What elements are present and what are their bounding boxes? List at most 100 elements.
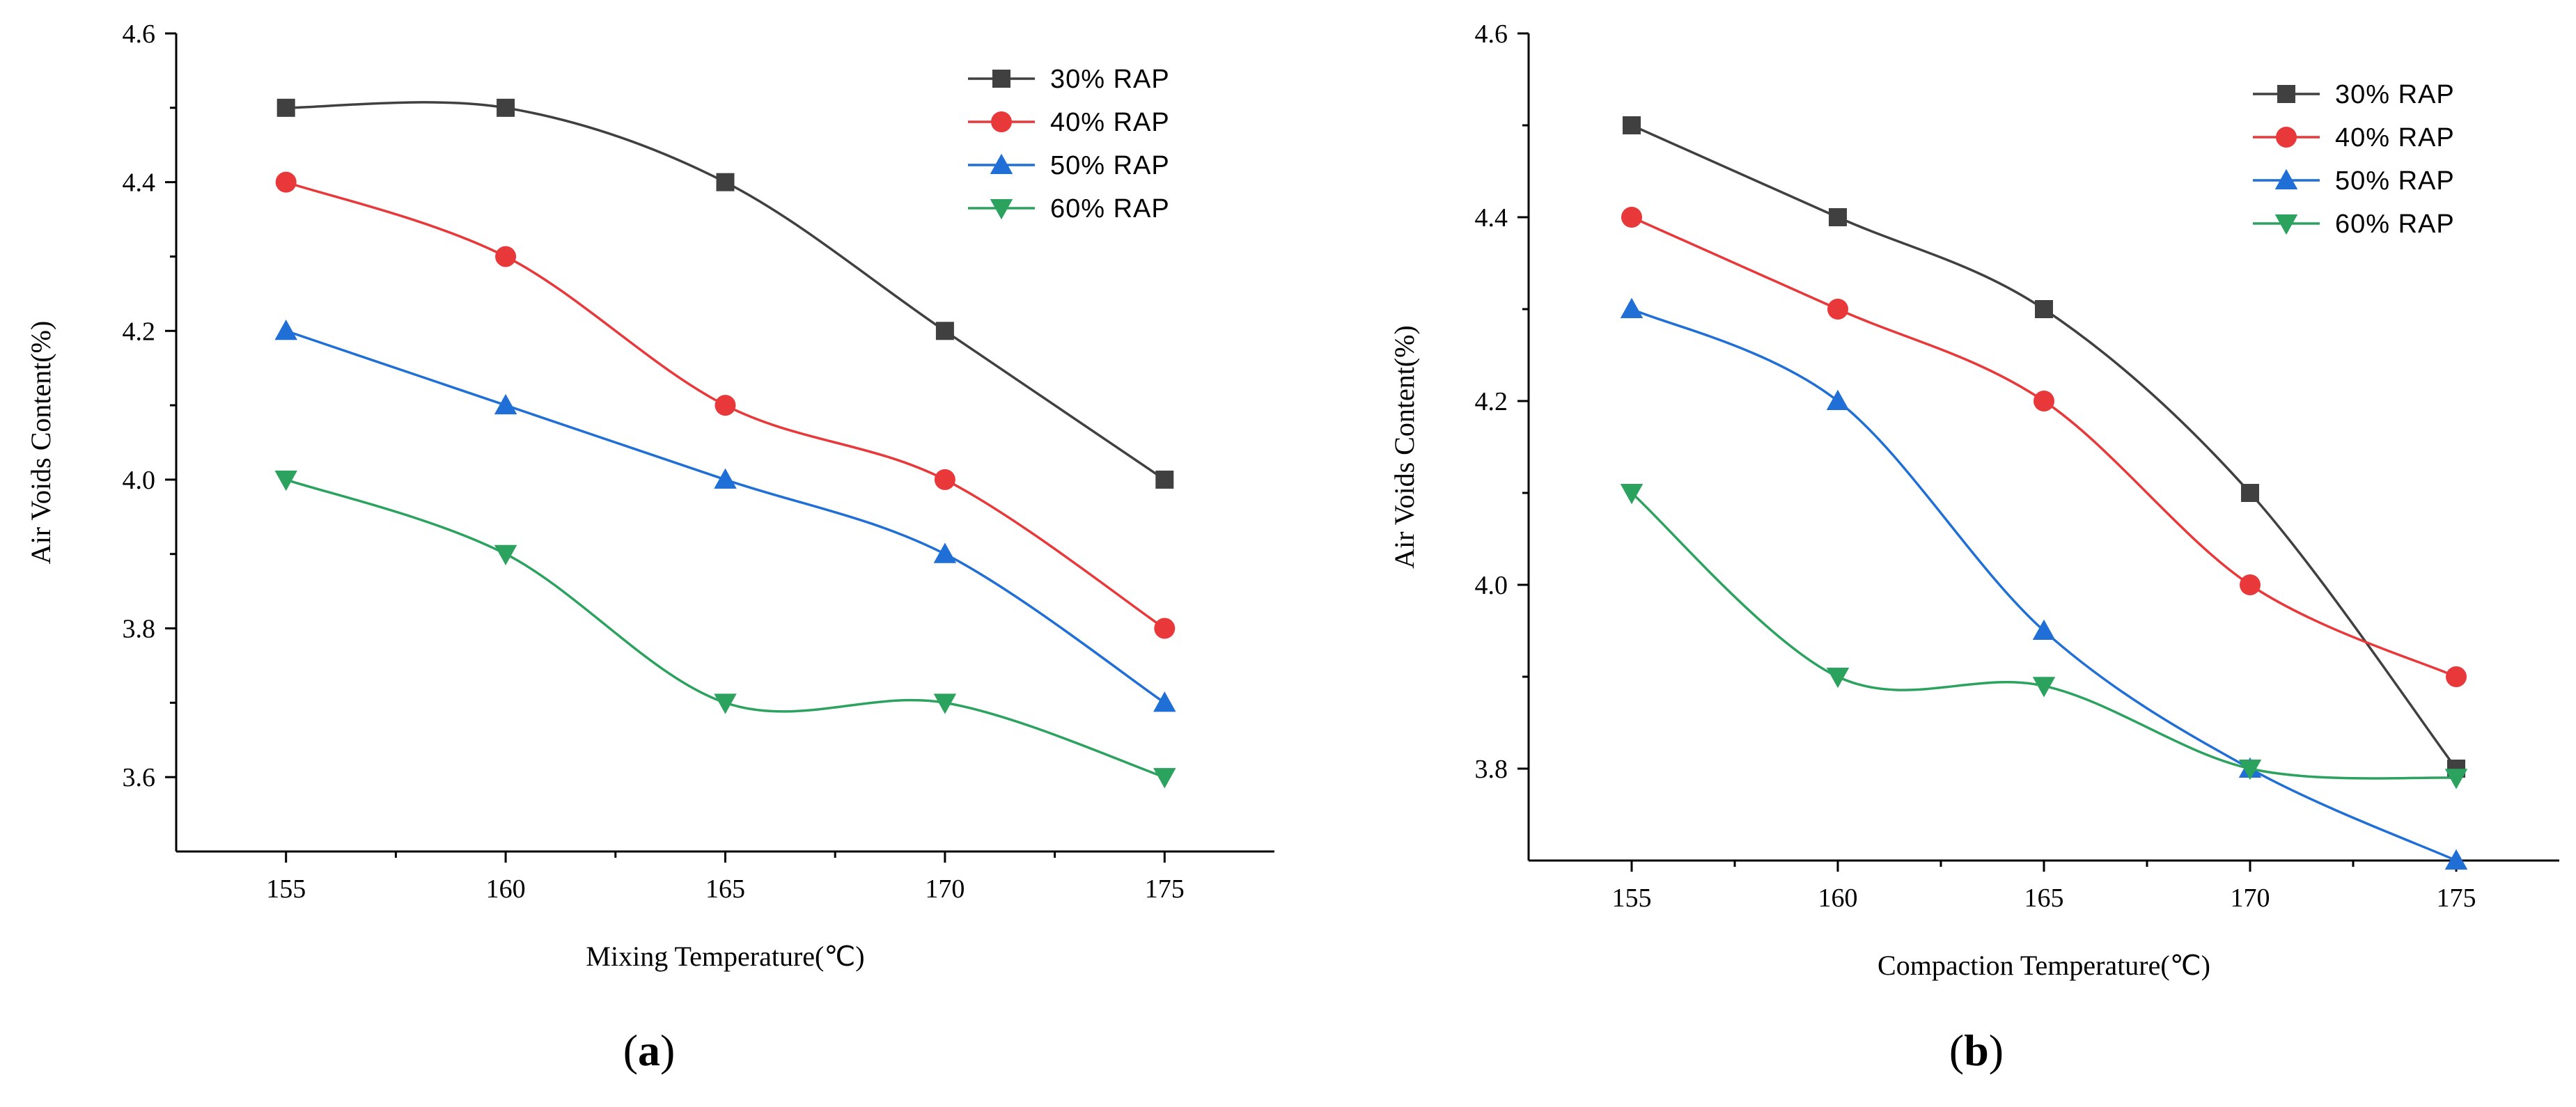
legend-label-50-rap: 50% RAP [1050,151,1170,180]
x-tick-label-160: 160 [486,874,526,904]
y-tick-label-4.0: 4.0 [1475,571,1508,600]
x-tick-label-155: 155 [266,874,306,904]
marker-60-rap-0 [1620,484,1644,505]
legend-label-50-rap: 50% RAP [2335,166,2455,196]
legend-entry-60-rap: 60% RAP [968,194,1170,223]
marker-50-rap-0 [274,320,297,340]
chart-panel-b: 155 160 165 170 175 3.8 4.0 4.2 4.4 4.6 Compaction… [1389,19,2559,1075]
marker-30-rap-3 [2241,484,2259,502]
legend-entry-40-rap: 40% RAP [2253,123,2455,152]
series-line-60-rap [286,478,1165,778]
marker-50-rap-2 [2032,619,2056,640]
series-40-rap [275,171,1176,639]
marker-30-rap-2 [716,173,735,191]
marker-30-rap-4 [1155,470,1174,489]
marker-60-rap-2 [714,693,737,714]
y-tick-label-3.8: 3.8 [1475,755,1508,784]
marker-40-rap-0 [275,171,297,193]
y-tick-label-4.4: 4.4 [1475,203,1508,233]
legend-label-30-rap: 30% RAP [2335,80,2455,109]
series-60-rap [1620,484,2468,790]
marker-30-rap-1 [1829,208,1847,226]
legend-entry-60-rap: 60% RAP [2253,210,2455,239]
marker-40-rap-4 [2446,666,2467,687]
y-tick-label-4.0: 4.0 [123,466,156,495]
x-tick-label-170: 170 [2231,884,2270,913]
panel-caption-b: (b) [1949,1026,2004,1075]
y-tick-label-4.6: 4.6 [123,19,156,49]
marker-60-rap-4 [1153,768,1176,789]
marker-50-rap-4 [1153,691,1176,712]
series-line-50-rap [286,329,1166,704]
marker-60-rap-1 [494,544,517,565]
marker-60-rap-3 [2238,760,2262,780]
series-50-rap [1620,297,2468,870]
marker-50-rap-0 [1620,297,1644,318]
y-tick-label-3.8: 3.8 [123,615,156,644]
marker-50-rap-1 [494,393,517,415]
legend-entry-30-rap: 30% RAP [968,65,1170,94]
marker-50-rap-2 [714,468,737,489]
legend-entry-30-rap: 30% RAP [2253,80,2455,109]
marker-40-rap-4 [1154,618,1176,639]
marker-40-rap-0 [1621,207,1642,228]
legend-label-60-rap: 60% RAP [2335,210,2455,239]
legend-entry-40-rap: 40% RAP [968,108,1170,137]
marker-50-rap-3 [933,542,957,563]
marker-30-rap-0 [276,98,295,117]
panel-caption-a: (a) [623,1026,676,1075]
y-axis-title: Air Voids Content(%) [25,321,56,565]
series-30-rap [276,98,1174,489]
legend-label-40-rap: 40% RAP [2335,123,2455,152]
legend-label-60-rap: 60% RAP [1050,194,1170,223]
y-tick-label-4.2: 4.2 [123,317,156,346]
marker-60-rap-1 [1826,668,1850,689]
x-tick-label-160: 160 [1818,884,1858,913]
marker-30-rap-legend [992,70,1010,88]
marker-40-rap-2 [715,395,736,416]
marker-50-rap-4 [2444,849,2468,870]
legend-entry-50-rap: 50% RAP [968,151,1170,180]
y-tick-label-4.6: 4.6 [1475,19,1508,49]
x-tick-label-175: 175 [1145,874,1185,904]
series-line-30-rap [286,101,1166,481]
marker-60-rap-legend [990,199,1013,220]
y-tick-label-4.4: 4.4 [123,168,156,198]
marker-60-rap-0 [274,470,297,492]
x-axis-title: Mixing Temperature(℃) [586,941,864,972]
legend-entry-50-rap: 50% RAP [2253,166,2455,196]
x-tick-label-175: 175 [2437,884,2476,913]
x-tick-label-165: 165 [705,874,745,904]
marker-60-rap-3 [933,693,957,714]
series-line-50-rap [1631,308,2457,862]
marker-30-rap-2 [2035,300,2053,318]
marker-30-rap-3 [935,322,954,340]
marker-60-rap-legend [2274,214,2298,235]
marker-50-rap-legend [2274,168,2298,189]
legend-label-40-rap: 40% RAP [1050,108,1170,137]
marker-50-rap-1 [1826,389,1850,410]
y-tick-label-3.6: 3.6 [123,763,156,792]
marker-40-rap-legend [2276,127,2297,148]
marker-50-rap-legend [990,153,1013,174]
series-line-30-rap [1631,124,2458,770]
marker-40-rap-1 [1827,299,1848,320]
marker-40-rap-legend [991,111,1012,132]
series-line-40-rap [1631,216,2457,678]
series-30-rap [1623,116,2465,778]
legend-label-30-rap: 30% RAP [1050,65,1170,94]
y-axis-title: Air Voids Content(%) [1389,325,1420,569]
marker-60-rap-4 [2444,769,2468,790]
marker-60-rap-2 [2032,677,2056,698]
marker-30-rap-0 [1623,116,1641,134]
x-axis-title: Compaction Temperature(℃) [1878,950,2210,981]
x-tick-label-170: 170 [925,874,965,904]
marker-40-rap-1 [495,246,517,267]
marker-40-rap-2 [2034,391,2054,411]
series-50-rap [274,320,1176,712]
marker-30-rap-legend [2277,85,2295,103]
marker-30-rap-1 [497,98,515,117]
x-tick-label-165: 165 [2024,884,2064,913]
